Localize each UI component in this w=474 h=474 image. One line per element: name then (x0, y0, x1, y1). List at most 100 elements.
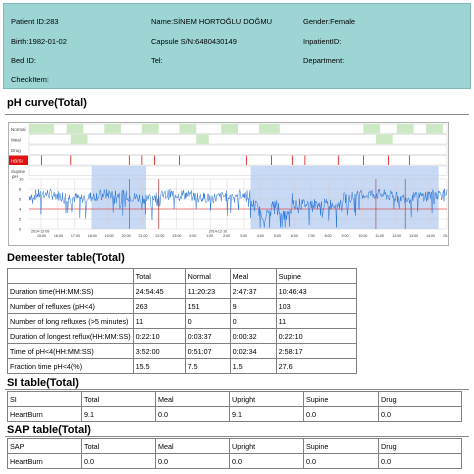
x-tick-label: 15:00 (37, 234, 46, 238)
inpatient-id-field: InpatientID: (303, 37, 342, 46)
demeester-title: Demeester table(Total) (7, 252, 125, 264)
table-header-cell: Normal (184, 268, 231, 284)
normal-period-block (66, 124, 84, 134)
table-cell: 103 (275, 298, 357, 314)
table-header-cell: SI (7, 391, 82, 407)
table-header-cell (7, 268, 134, 284)
table-row: Time of pH<4(HH:MM:SS) 3:52:00 0:51:07 0:02… (7, 343, 357, 359)
table-cell: 0:00:32 (229, 328, 277, 344)
table-cell: 11 (275, 313, 357, 329)
table-cell: 263 (132, 298, 186, 314)
event-row (28, 134, 448, 145)
table-cell: 0:03:37 (184, 328, 231, 344)
x-tick-label: 13:00 (409, 234, 418, 238)
x-tick-label: 15:00 (443, 234, 448, 238)
gender-field: Gender:Female (303, 17, 356, 26)
table-cell: 9.1 (81, 406, 156, 422)
table-cell: 1.5 (229, 358, 277, 374)
event-row-label: Meal (11, 138, 21, 143)
table-cell: 0.0 (155, 453, 230, 469)
table-row: Duration time(HH:MM:SS) 24:54:45 11:20:23 2… (7, 283, 357, 299)
table-cell: 2:58:17 (275, 343, 357, 359)
x-tick-label: 8:00 (325, 234, 332, 238)
normal-period-block (179, 124, 197, 134)
section-divider (5, 389, 469, 390)
table-cell: Duration of longest reflux(HH:MM:SS) (7, 328, 134, 344)
table-header-cell: Meal (229, 268, 277, 284)
normal-period-block (141, 124, 159, 134)
y-tick-label: 0 (19, 227, 22, 232)
patient-name-field: Name:SİNEM HORTOĞLU DOĞMU (151, 17, 272, 26)
x-tick-label: 12:00 (392, 234, 401, 238)
table-header-cell: Upright (229, 438, 304, 454)
normal-period-block (426, 124, 443, 134)
table-cell: 0.0 (303, 453, 379, 469)
meal-period-block (70, 134, 88, 144)
sap-title: SAP table(Total) (7, 424, 91, 436)
table-cell: HeartBurn (7, 453, 82, 469)
x-tick-label: 6:00 (291, 234, 298, 238)
x-tick-label: 11:00 (375, 234, 384, 238)
table-header-cell: Upright (229, 391, 304, 407)
si-table: SI Total Meal Upright Supine Drug HeartBurn 9.1… (7, 391, 462, 422)
table-row: HeartBurn 9.1 0.0 9.1 0.0 0.0 (7, 406, 462, 422)
x-tick-label: 4:00 (257, 234, 264, 238)
table-cell: 27.6 (275, 358, 357, 374)
x-tick-label: 20:00 (122, 234, 131, 238)
x-tick-label: 10:00 (358, 234, 367, 238)
table-cell: 0 (229, 313, 277, 329)
table-cell: 0.0 (303, 406, 379, 422)
table-cell: 9.1 (229, 406, 304, 422)
birth-field: Birth:1982-01-02 (11, 37, 67, 46)
section-divider (5, 436, 469, 437)
table-cell: 0.0 (378, 453, 462, 469)
sap-table: SAP Total Meal Upright Supine Drug HeartBurn 0.… (7, 438, 462, 469)
y-tick-label: 2 (19, 217, 22, 222)
x-tick-label: 22:00 (155, 234, 164, 238)
tel-field: Tel: (151, 56, 163, 65)
normal-period-block (396, 124, 414, 134)
table-header-cell: Supine (275, 268, 357, 284)
table-cell: 10:46:43 (275, 283, 357, 299)
table-cell: Fraction time pH<4(%) (7, 358, 134, 374)
department-field: Department: (303, 56, 345, 65)
event-row-label: Drug (11, 148, 21, 153)
normal-period-block (221, 124, 238, 134)
ph-trace-line (28, 188, 448, 228)
table-cell: 0.0 (378, 406, 462, 422)
x-tick-label: 18:00 (88, 234, 97, 238)
table-cell: 11 (132, 313, 186, 329)
table-cell: Time of pH<4(HH:MM:SS) (7, 343, 134, 359)
table-header-cell: Supine (303, 391, 379, 407)
event-row-label: Supine (11, 169, 26, 174)
date-label: 2014-12-09 (31, 230, 49, 234)
table-cell: Number of long refluxes (>5 minutes) (7, 313, 134, 329)
table-header-cell: Meal (155, 438, 230, 454)
x-tick-label: 16:00 (54, 234, 63, 238)
table-row: Number of refluxes (pH<4) 263 151 9 103 (7, 298, 357, 314)
table-header-cell: Total (132, 268, 186, 284)
demeester-table: Total Normal Meal Supine Duration time(HH:MM… (7, 268, 357, 374)
bed-id-field: Bed ID: (11, 56, 37, 65)
si-title: SI table(Total) (7, 377, 79, 389)
patient-info-panel: Patient ID:283 Name:SİNEM HORTOĞLU DOĞMU… (3, 3, 471, 89)
hb-si-label-bg (9, 155, 28, 165)
x-tick-label: 19:00 (105, 234, 114, 238)
capsule-field: Capsule S/N:6480430149 (151, 37, 237, 46)
y-tick-label: 4 (19, 207, 22, 212)
section-divider (5, 114, 469, 115)
table-header-cell: Total (81, 391, 156, 407)
table-cell: 0.0 (155, 406, 230, 422)
table-header-cell: Total (81, 438, 156, 454)
event-row (28, 165, 448, 176)
x-tick-label: 2:00 (223, 234, 230, 238)
table-cell: 151 (184, 298, 231, 314)
meal-period-block (196, 134, 209, 144)
table-header-row: SI Total Meal Upright Supine Drug (7, 391, 462, 407)
table-cell: 3:52:00 (132, 343, 186, 359)
meal-period-block (375, 134, 393, 144)
table-cell: 7.5 (184, 358, 231, 374)
table-row: Fraction time pH<4(%) 15.5 7.5 1.5 27.6 (7, 358, 357, 374)
table-row: Number of long refluxes (>5 minutes) 11 0 0… (7, 313, 357, 329)
x-tick-label: 7:00 (308, 234, 315, 238)
